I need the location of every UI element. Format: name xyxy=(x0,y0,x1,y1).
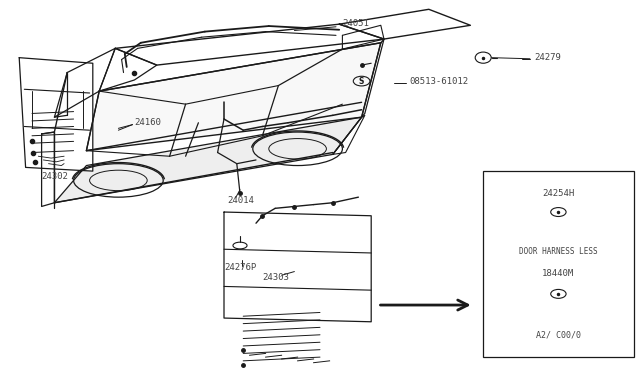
Text: 24303: 24303 xyxy=(262,273,289,282)
Bar xyxy=(483,171,634,357)
Text: DOOR HARNESS LESS: DOOR HARNESS LESS xyxy=(519,247,598,256)
Text: 24279: 24279 xyxy=(534,53,561,62)
Text: 24051: 24051 xyxy=(342,19,369,28)
Text: 24254H: 24254H xyxy=(542,189,575,198)
Text: 18440M: 18440M xyxy=(542,269,575,278)
Text: 24014: 24014 xyxy=(227,196,254,205)
Text: 24302: 24302 xyxy=(42,172,68,181)
Polygon shape xyxy=(19,58,93,171)
Text: 24160: 24160 xyxy=(134,118,161,126)
Text: A2/ C00/0: A2/ C00/0 xyxy=(536,330,581,339)
Text: S: S xyxy=(359,77,364,86)
Text: 24276P: 24276P xyxy=(224,263,256,272)
Polygon shape xyxy=(54,117,362,203)
Polygon shape xyxy=(224,212,371,322)
Polygon shape xyxy=(339,9,470,39)
Polygon shape xyxy=(86,43,381,151)
Text: 08513-61012: 08513-61012 xyxy=(410,77,468,86)
Polygon shape xyxy=(115,24,384,65)
Polygon shape xyxy=(54,48,115,117)
